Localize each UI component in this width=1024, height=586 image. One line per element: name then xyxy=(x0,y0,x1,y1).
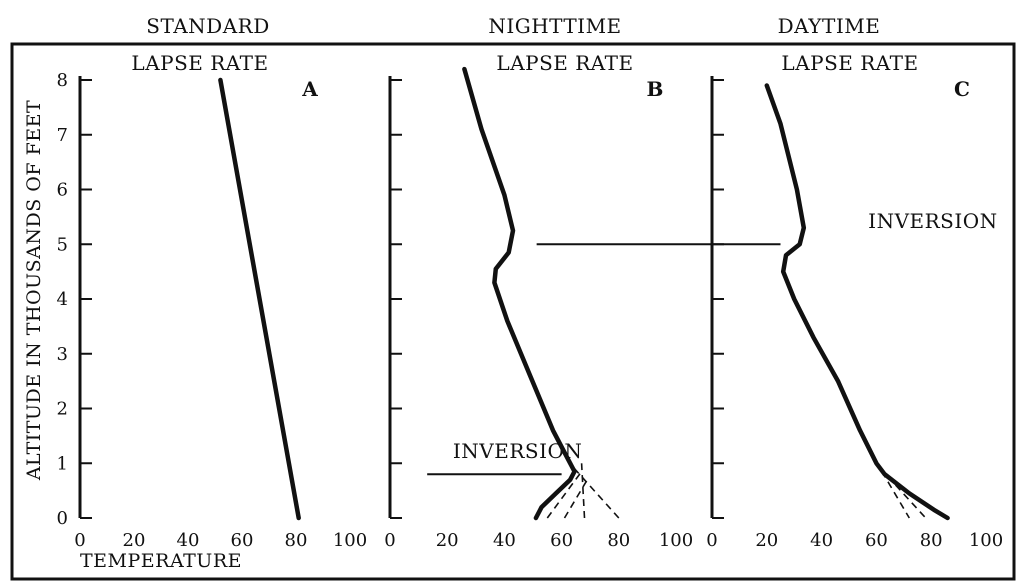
panel-a-title-line2: LAPSE RATE xyxy=(131,51,268,75)
panel-c-x-tick-label: 60 xyxy=(865,530,888,551)
panel-c: DAYTIME LAPSE RATE C 0 20 40 60 80 100 INVERSI… xyxy=(536,14,1003,551)
panel-c-temperature-curve xyxy=(764,83,950,521)
panel-c-title-line2: LAPSE RATE xyxy=(781,51,918,75)
panel-b-x-tick-label: 100 xyxy=(659,530,693,551)
panel-a-title-line1: STANDARD xyxy=(146,14,269,38)
panel-b-dashed-line xyxy=(580,463,586,519)
panel-a-y-tick-label: 8 xyxy=(57,70,68,91)
panel-c-dashed-line xyxy=(881,471,910,519)
panel-a-letter: A xyxy=(301,77,318,101)
panel-c-x-tick-label: 0 xyxy=(706,530,717,551)
panel-c-letter: C xyxy=(954,77,970,101)
panel-c-inversion-label: INVERSION xyxy=(868,209,998,233)
outer-frame xyxy=(10,42,1016,581)
panel-a-y-tick-label: 6 xyxy=(57,180,68,201)
panel-b-dashed-line xyxy=(563,479,588,519)
panel-a-x-tick-label: 60 xyxy=(231,530,254,551)
panel-a-y-tick-label: 7 xyxy=(57,125,68,146)
panel-c-x-tick-label: 20 xyxy=(755,530,778,551)
panel-a-x-tick-label: 0 xyxy=(74,530,85,551)
panel-c-plot: 0 20 40 60 80 100 INVERSION xyxy=(536,76,1003,551)
panel-b: NIGHTTIME LAPSE RATE B 0 20 40 60 80 100 INVER… xyxy=(384,14,693,551)
panel-a-x-tick-label: 20 xyxy=(123,530,146,551)
panel-a-x-tick-label: 80 xyxy=(285,530,308,551)
panel-a-y-tick-label: 5 xyxy=(57,234,68,255)
panel-a-y-tick-label: 3 xyxy=(57,344,68,365)
panel-c-dashed-line xyxy=(895,484,927,519)
panel-b-x-tick-label: 60 xyxy=(550,530,573,551)
panel-c-x-tick-label: 100 xyxy=(969,530,1003,551)
panel-a-y-tick-label: 4 xyxy=(57,289,68,310)
panel-a-temperature-curve xyxy=(218,77,301,521)
panel-b-title-line1: NIGHTTIME xyxy=(488,14,621,38)
panel-a-y-tick-label: 1 xyxy=(57,453,68,474)
panel-c-x-tick-label: 80 xyxy=(920,530,943,551)
y-axis-title: ALTITUDE IN THOUSANDS OF FEET xyxy=(23,100,45,481)
panel-b-letter: B xyxy=(647,77,664,101)
x-axis-title: TEMPERATURE xyxy=(80,550,242,572)
panel-b-plot: 0 20 40 60 80 100 INVERSION xyxy=(384,66,693,551)
panel-a-x-tick-label: 40 xyxy=(177,530,200,551)
panel-b-temperature-curve xyxy=(462,66,577,521)
panel-b-inversion-label: INVERSION xyxy=(453,439,583,463)
panel-c-x-tick-label: 40 xyxy=(810,530,833,551)
panel-b-x-tick-label: 40 xyxy=(493,530,516,551)
panel-b-x-tick-label: 0 xyxy=(384,530,395,551)
panel-a-y-tick-label: 2 xyxy=(57,399,68,420)
panel-a-y-tick-label: 0 xyxy=(57,508,68,529)
panel-b-dashed-line xyxy=(573,468,620,519)
panel-b-title-line2: LAPSE RATE xyxy=(496,51,633,75)
panel-c-title-line1: DAYTIME xyxy=(778,14,881,38)
panel-b-dashed-line xyxy=(546,471,583,519)
panel-b-x-tick-label: 20 xyxy=(436,530,459,551)
panel-a-x-tick-label: 100 xyxy=(333,530,367,551)
panel-b-x-tick-label: 80 xyxy=(607,530,630,551)
